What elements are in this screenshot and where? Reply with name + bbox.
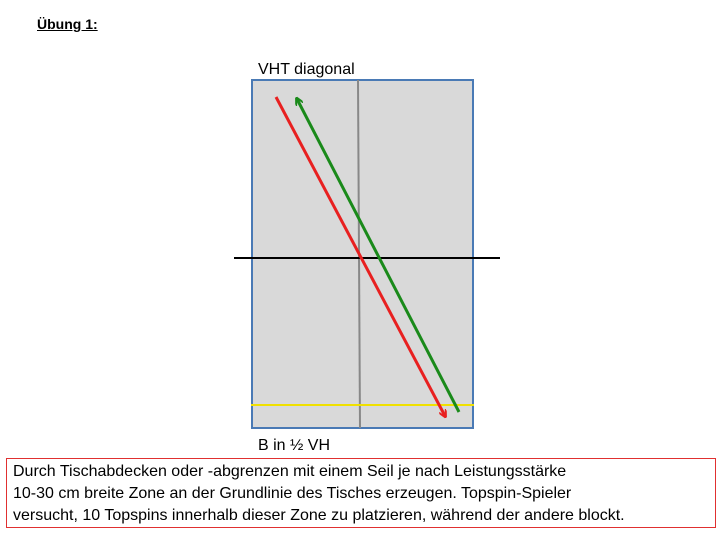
description-line: versucht, 10 Topspins innerhalb dieser Z…: [13, 507, 625, 524]
description-line: Durch Tischabdecken oder -abgrenzen mit …: [13, 463, 567, 480]
top-label: VHT diagonal: [258, 61, 355, 78]
bottom-label: B in ½ VH: [258, 437, 330, 454]
green-arrow: [297, 99, 461, 413]
description-box: Durch Tischabdecken oder -abgrenzen mit …: [6, 458, 716, 528]
red-arrow: [274, 96, 445, 416]
description-line: 10-30 cm breite Zone an der Grundlinie d…: [13, 485, 572, 502]
title: Übung 1:: [37, 16, 98, 32]
